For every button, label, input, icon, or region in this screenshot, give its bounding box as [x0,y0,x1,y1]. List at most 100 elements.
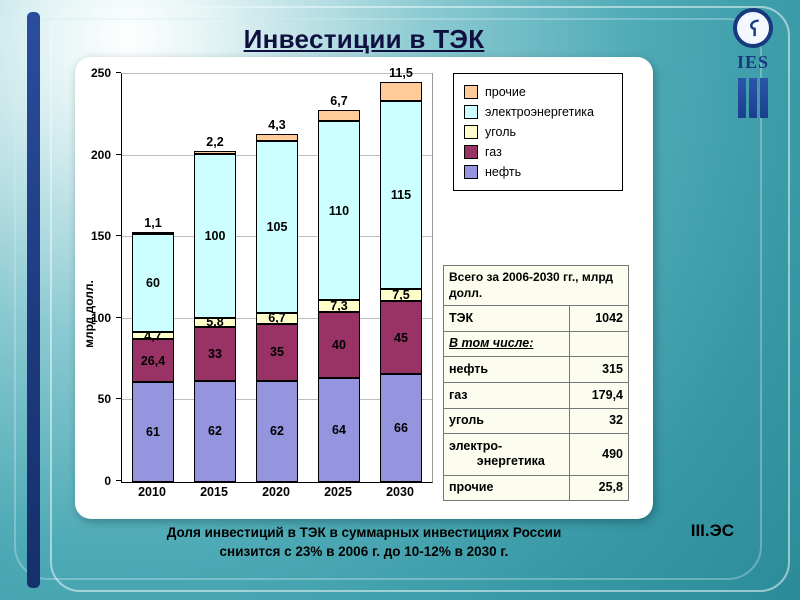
bar-segment-нефть [132,382,174,482]
legend-label: газ [485,145,502,159]
table-row: газ 179,4 [443,382,629,409]
legend-swatch [464,125,478,139]
bar-segment-прочие [318,109,360,121]
y-axis-ticks: 0 50 100 150 200 250 [75,66,121,488]
table-cell-label: уголь [443,407,570,435]
legend-label: прочие [485,85,526,99]
y-tick-mark [116,316,121,318]
legend-label: электроэнергетика [485,105,594,119]
y-tick-label: 100 [90,310,111,325]
bar-segment-электроэнергетика [256,141,298,313]
bar-segment-уголь [318,300,360,313]
bar-segment-уголь [256,312,298,324]
x-category-label: 2030 [386,485,414,499]
y-tick-mark [116,72,121,73]
legend-item-электроэнергетика: электроэнергетика [460,102,616,122]
table-cell-value: 490 [569,433,629,476]
bar-label-прочие: 1,1 [144,215,162,230]
bar-segment-прочие [132,231,174,234]
table-cell-label: нефть [443,356,570,384]
bar-segment-электроэнергетика [194,154,236,318]
legend-swatch [464,165,478,179]
legend-swatch [464,105,478,119]
table-cell-value: 315 [569,356,629,384]
caption: Доля инвестиций в ТЭК в суммарных инвест… [75,524,653,562]
bar-label-прочие: 2,2 [206,134,224,149]
y-tick-label: 150 [90,229,111,244]
bar-segment-газ [318,312,360,378]
bar-segment-нефть [380,374,422,482]
x-category-label: 2020 [262,485,290,499]
bar-segment-нефть [318,377,360,482]
table-cell-label: прочие [443,474,570,502]
bar-segment-газ [380,300,422,375]
table-cell-label: ТЭК [443,305,570,332]
bar-segment-уголь [194,317,236,327]
content-panel: млрд долл. 0 50 100 150 200 250 61 26,4 4,7 60 1,… [75,57,653,519]
bar-segment-уголь [132,331,174,340]
plot-area: 61 26,4 4,7 60 1,1 62 33 5,8 100 2,2 62 35 6,7 105 4,3… [121,66,433,483]
y-tick-label: 250 [90,66,111,80]
table-cell-value [569,330,629,358]
bar-segment-газ [256,323,298,381]
legend-item-уголь: уголь [460,122,616,142]
bar-label-прочие: 6,7 [330,93,348,108]
caption-line-1: Доля инвестиций в ТЭК в суммарных инвест… [166,525,562,540]
summary-table-body: ТЭК 1042 В том числе: нефть 315 газ 179,4 уголь… [443,305,629,502]
table-row: нефть 315 [443,356,629,384]
bar-segment-уголь [380,288,422,301]
legend-item-прочие: прочие [460,82,616,102]
y-tick-mark [116,480,121,481]
legend-label: уголь [485,125,517,139]
bar-segment-нефть [256,380,298,482]
slide-title: Инвестиции в ТЭК [243,24,485,54]
table-cell-label: электро- энергетика [443,433,570,476]
bar-segment-электроэнергетика [380,100,422,289]
legend-swatch [464,85,478,99]
summary-table-header-row: Всего за 2006-2030 гг., млрд долл. [443,264,629,307]
x-category-label: 2015 [200,485,228,499]
bar-segment-газ [132,339,174,383]
bar-segment-прочие [380,82,422,101]
ies-logo: IES [722,8,784,118]
table-cell-value: 179,4 [569,382,629,409]
bar-label-прочие: 4,3 [268,118,286,133]
table-cell-value: 1042 [569,305,629,332]
y-tick-mark [116,153,121,155]
y-tick-label: 50 [97,392,111,407]
legend-item-нефть: нефть [460,162,616,182]
table-row: уголь 32 [443,407,629,435]
ies-logo-mark-icon [750,19,759,37]
bar-segment-электроэнергетика [132,233,174,332]
bar-segment-электроэнергетика [318,120,360,301]
bar-segment-газ [194,326,236,381]
left-accent-bar [27,12,40,588]
table-cell-label: газ [443,382,570,409]
y-tick-mark [116,235,121,237]
section-code: III.ЭС [690,521,734,540]
bar-segment-нефть [194,380,236,482]
logo-bar [760,78,768,118]
x-axis-labels: 2010 2015 2020 2025 2030 [121,485,431,503]
table-row: ТЭК 1042 [443,305,629,332]
table-row: В том числе: [443,330,629,358]
table-cell-value: 32 [569,407,629,435]
table-cell-value: 25,8 [569,474,629,502]
logo-bar [749,78,757,118]
logo-bar [738,78,746,118]
table-row: электро- энергетика 490 [443,433,629,476]
summary-table: Всего за 2006-2030 гг., млрд долл. ТЭК 10… [443,264,629,502]
ies-logo-circle [733,8,773,48]
chart-legend: прочие электроэнергетика уголь газ нефть [453,73,623,191]
y-tick-label: 200 [90,147,111,162]
gridline [122,73,432,74]
bar-segment-прочие [256,134,298,142]
legend-label: нефть [485,165,522,179]
legend-swatch [464,145,478,159]
ies-logo-text: IES [736,52,770,72]
ies-logo-bars [722,78,784,118]
table-row: прочие 25,8 [443,474,629,502]
x-category-label: 2025 [324,485,352,499]
bar-segment-прочие [194,150,236,155]
caption-line-2: снизится с 23% в 2006 г. до 10-12% в 203… [219,543,509,559]
